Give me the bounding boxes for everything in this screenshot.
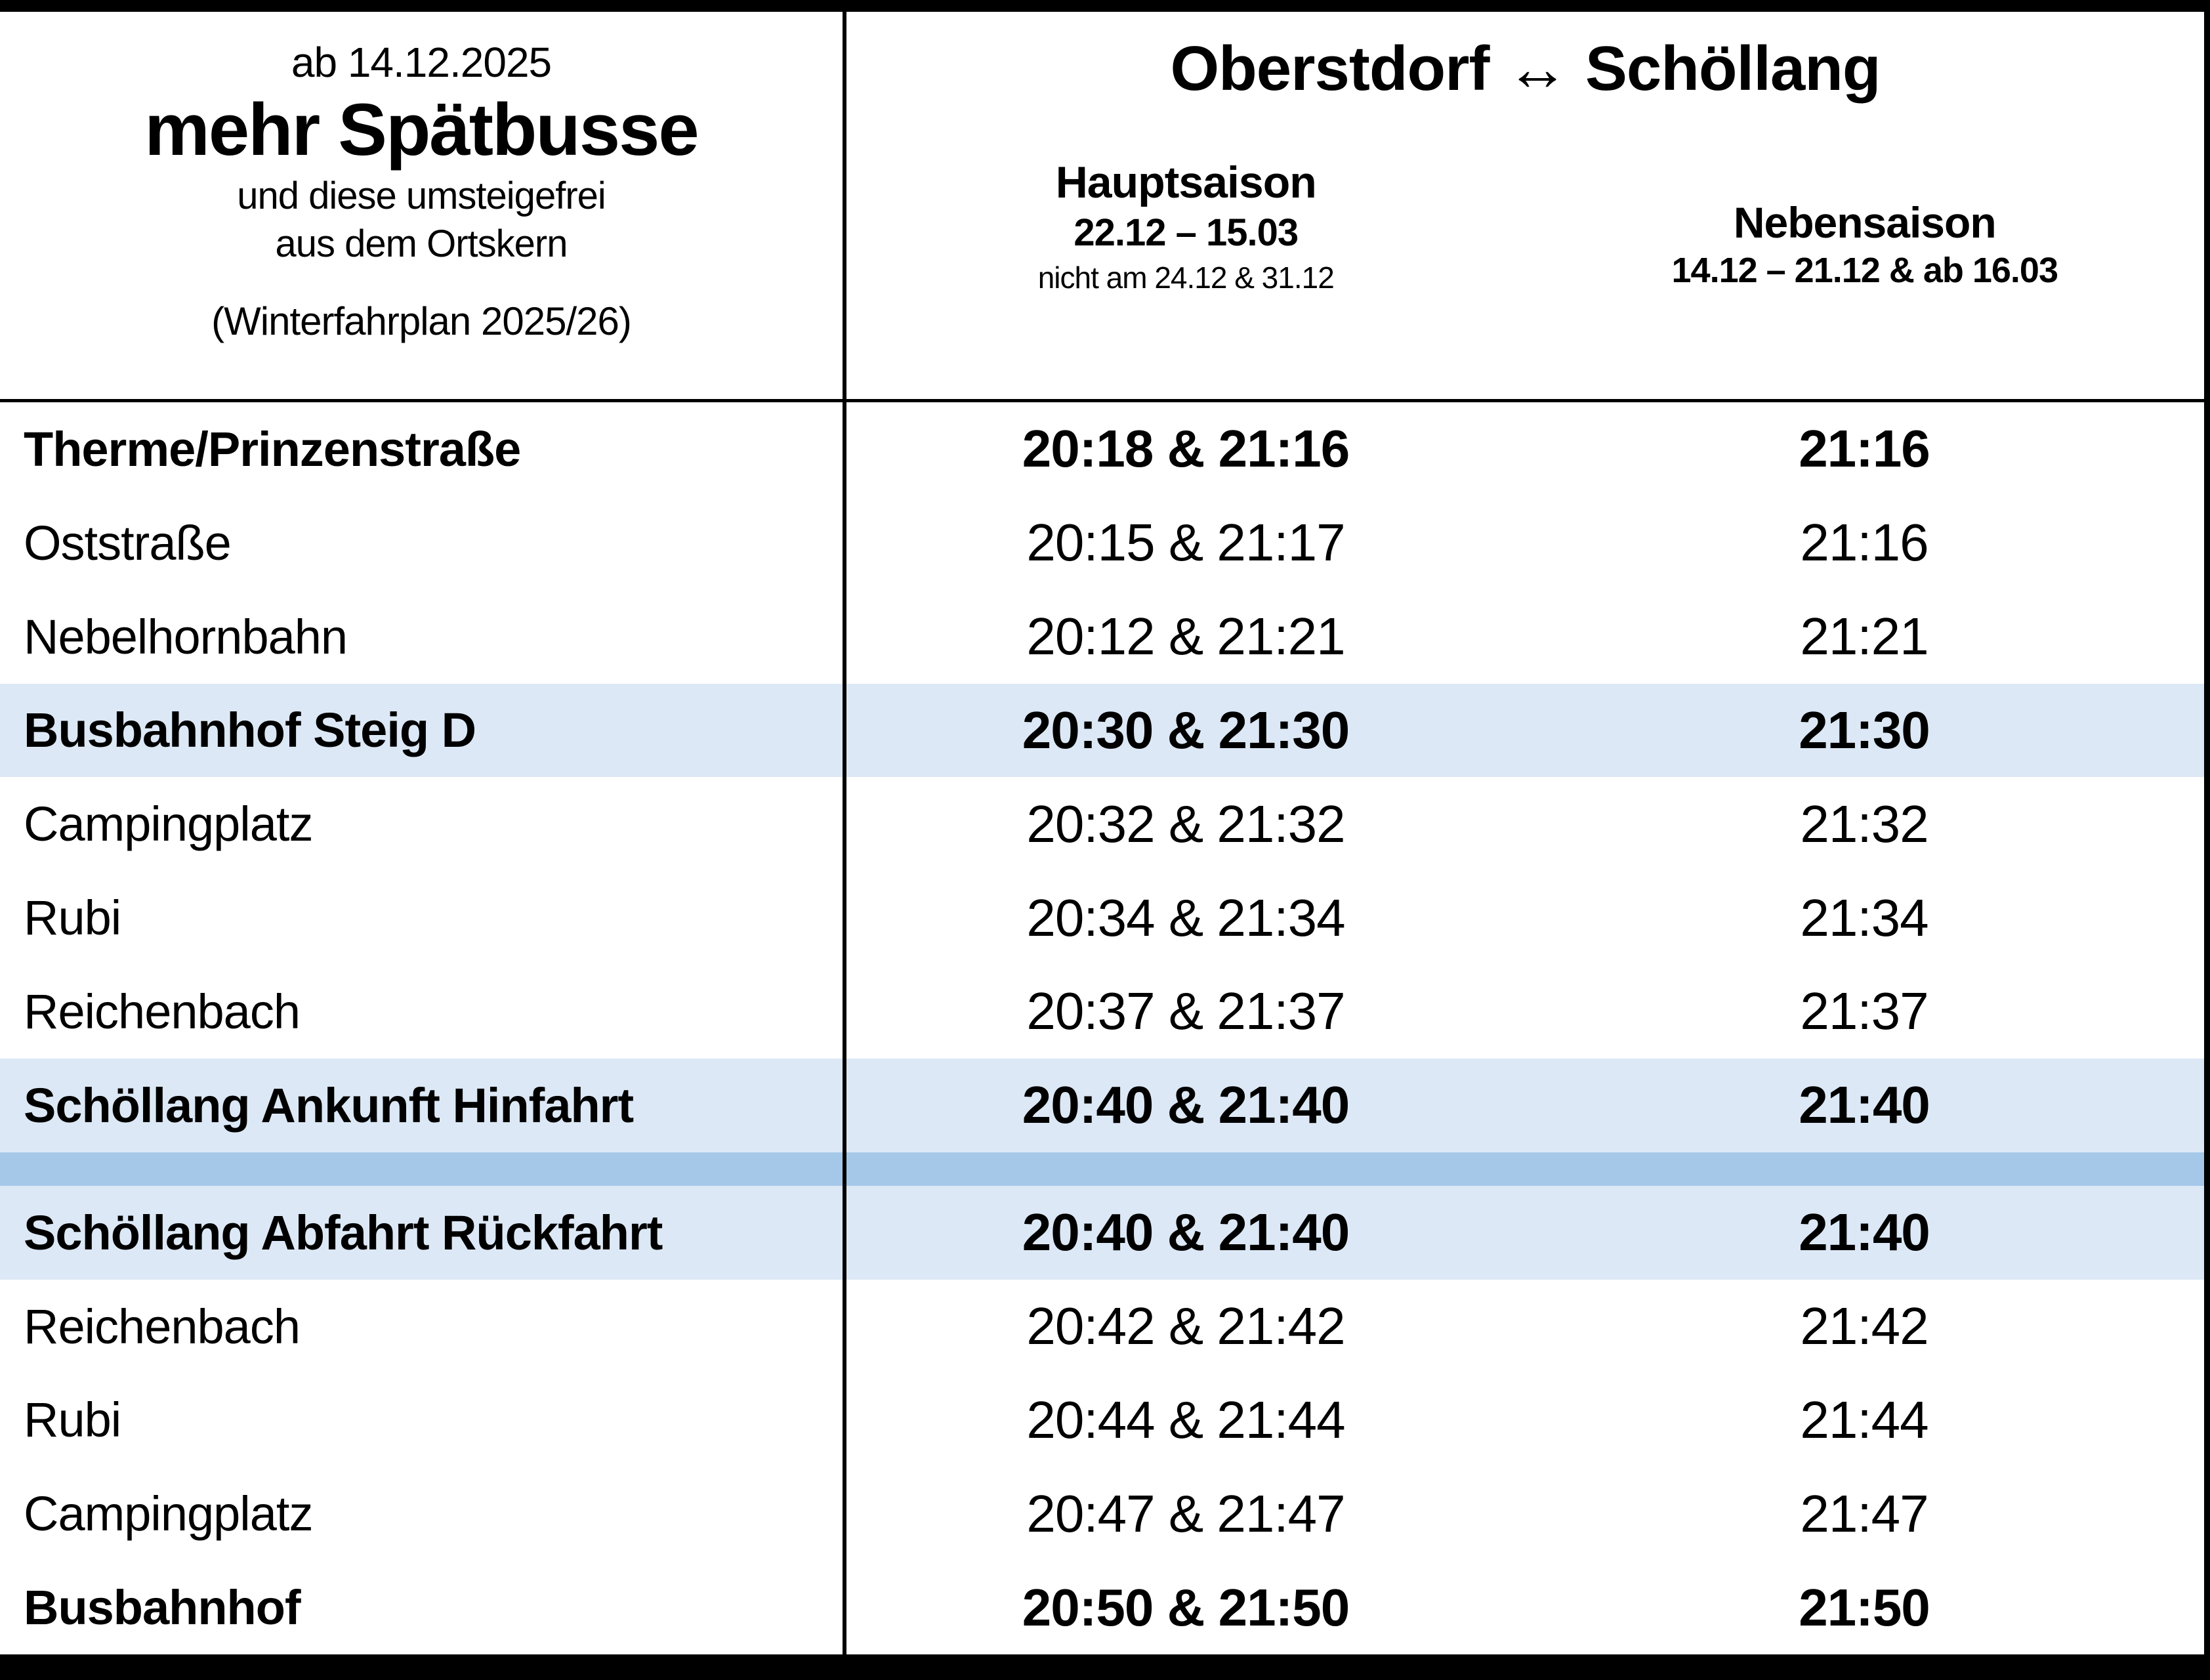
table-row: Rubi 20:34 & 21:34 21:34 [0, 871, 2204, 965]
stop-name-cell: Nebelhornbahn [24, 609, 348, 664]
nebensaison-time-cell: 21:16 [1799, 419, 1930, 478]
table-row: Therme/Prinzenstraße 20:18 & 21:16 21:16 [0, 402, 2204, 496]
hauptsaison-time-cell: 20:44 & 21:44 [1026, 1390, 1345, 1449]
stop-name-cell: Campingplatz [24, 797, 313, 852]
route-title: Oberstdorf ↔ Schöllang [1170, 33, 1881, 104]
nebensaison-time-cell: 21:34 [1800, 888, 1929, 947]
nebensaison-time-cell: 21:37 [1800, 982, 1929, 1041]
hauptsaison-time-cell: 20:40 & 21:40 [1022, 1076, 1350, 1135]
timetable: Therme/Prinzenstraße 20:18 & 21:16 21:16 Os… [0, 402, 2204, 1654]
winter-schedule-note: (Winterfahrplan 2025/26) [211, 299, 632, 344]
top-border-bar [0, 0, 2210, 12]
hauptsaison-time-cell: 20:30 & 21:30 [1022, 700, 1350, 759]
right-border-bar [2204, 0, 2210, 1680]
bottom-border-bar [0, 1654, 2210, 1680]
stop-name-cell: Busbahnhof Steig D [24, 703, 476, 758]
nebensaison-column-header: Nebensaison 14.12 – 21.12 & ab 16.03 [1526, 197, 2205, 298]
table-row: Oststraße 20:15 & 21:17 21:16 [0, 495, 2204, 590]
poster-subtitle-line2: aus dem Ortskern [275, 222, 568, 265]
poster-subtitle-line1: und diese umsteigefrei [237, 175, 606, 218]
table-row: Rubi 20:44 & 21:44 21:44 [0, 1373, 2204, 1467]
nebensaison-time-cell: 21:32 [1800, 794, 1929, 853]
nebensaison-time-cell: 21:16 [1800, 513, 1929, 572]
stop-name-cell: Schöllang Abfahrt Rückfahrt [24, 1205, 663, 1260]
hauptsaison-time-cell: 20:15 & 21:17 [1026, 513, 1345, 572]
hauptsaison-time-cell: 20:50 & 21:50 [1022, 1578, 1350, 1637]
table-row: Campingplatz 20:32 & 21:32 21:32 [0, 777, 2204, 872]
season-separator-band [0, 1152, 2204, 1186]
table-row: Schöllang Abfahrt Rückfahrt 20:40 & 21:40… [0, 1185, 2204, 1280]
header-rule [0, 399, 2210, 402]
season-columns: Hauptsaison 22.12 – 15.03 nicht am 24.12… [846, 156, 2204, 298]
table-row: Reichenbach 20:37 & 21:37 21:37 [0, 965, 2204, 1059]
hauptsaison-dates: 22.12 – 15.03 [1074, 211, 1299, 255]
nebensaison-time-cell: 21:30 [1799, 700, 1930, 759]
nebensaison-dates: 14.12 – 21.12 & ab 16.03 [1671, 250, 2058, 290]
hauptsaison-time-cell: 20:40 & 21:40 [1022, 1203, 1350, 1262]
nebensaison-time-cell: 21:44 [1800, 1390, 1929, 1449]
table-row: Schöllang Ankunft Hinfahrt 20:40 & 21:40 2… [0, 1058, 2204, 1152]
stop-name-cell: Campingplatz [24, 1486, 313, 1542]
table-row: Reichenbach 20:42 & 21:42 21:42 [0, 1279, 2204, 1374]
nebensaison-time-cell: 21:40 [1799, 1203, 1930, 1262]
hauptsaison-time-cell: 20:12 & 21:21 [1026, 607, 1345, 666]
hauptsaison-time-cell: 20:47 & 21:47 [1026, 1484, 1345, 1543]
table-row: Busbahnhof Steig D 20:30 & 21:30 21:30 [0, 683, 2204, 778]
table-row: Nebelhornbahn 20:12 & 21:21 21:21 [0, 589, 2204, 684]
hauptsaison-time-cell: 20:18 & 21:16 [1022, 419, 1350, 478]
nebensaison-name: Nebensaison [1733, 198, 1997, 247]
nebensaison-time-cell: 21:40 [1799, 1076, 1930, 1135]
stop-name-cell: Busbahnhof [24, 1580, 301, 1635]
stop-name-cell: Rubi [24, 891, 121, 946]
header-right: Oberstdorf ↔ Schöllang Hauptsaison 22.12… [846, 12, 2204, 399]
stop-name-cell: Reichenbach [24, 984, 301, 1039]
column-divider-rule [843, 12, 846, 1654]
hauptsaison-name: Hauptsaison [1055, 157, 1317, 207]
hauptsaison-time-cell: 20:32 & 21:32 [1026, 794, 1345, 853]
stop-name-cell: Therme/Prinzenstraße [24, 421, 521, 476]
stop-name-cell: Oststraße [24, 515, 232, 570]
nebensaison-time-cell: 21:42 [1800, 1297, 1929, 1356]
nebensaison-time-cell: 21:47 [1800, 1484, 1929, 1543]
poster-title: mehr Spätbusse [144, 89, 699, 171]
table-row: Busbahnhof 20:50 & 21:50 21:50 [0, 1561, 2204, 1654]
hauptsaison-column-header: Hauptsaison 22.12 – 15.03 nicht am 24.12… [846, 156, 1526, 298]
stop-name-cell: Schöllang Ankunft Hinfahrt [24, 1078, 634, 1133]
table-row: Campingplatz 20:47 & 21:47 21:47 [0, 1467, 2204, 1561]
hauptsaison-time-cell: 20:34 & 21:34 [1026, 888, 1345, 947]
stop-name-cell: Reichenbach [24, 1299, 301, 1354]
valid-from-date: ab 14.12.2025 [291, 39, 552, 86]
header-left: ab 14.12.2025 mehr Spätbusse und diese u… [0, 12, 843, 399]
nebensaison-time-cell: 21:50 [1799, 1578, 1930, 1637]
hauptsaison-time-cell: 20:42 & 21:42 [1026, 1297, 1345, 1356]
stop-name-cell: Rubi [24, 1393, 121, 1448]
nebensaison-time-cell: 21:21 [1800, 607, 1929, 666]
hauptsaison-exception-note: nicht am 24.12 & 31.12 [1037, 260, 1335, 295]
hauptsaison-time-cell: 20:37 & 21:37 [1026, 982, 1345, 1041]
